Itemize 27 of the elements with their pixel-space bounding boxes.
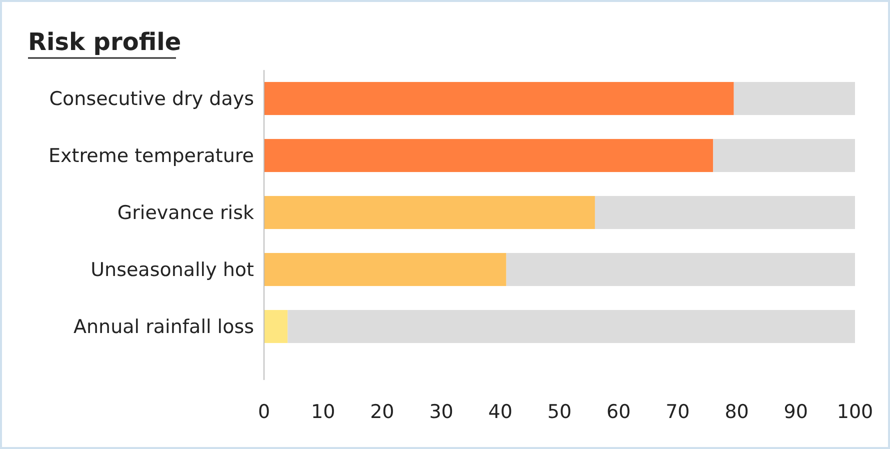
chart-title: Risk profile	[28, 28, 182, 56]
y-tick-label: Unseasonally hot	[90, 259, 254, 282]
bar	[264, 138, 714, 172]
x-tick-label: 70	[666, 401, 690, 423]
bar	[264, 252, 506, 286]
y-tick-label: Consecutive dry days	[49, 88, 254, 110]
x-tick-label: 10	[311, 401, 336, 423]
x-tick-label: 100	[836, 401, 874, 423]
bar	[288, 310, 855, 344]
bar	[264, 310, 288, 344]
y-tick-label: Annual rainfall loss	[74, 316, 254, 338]
bar	[713, 138, 855, 172]
bar	[506, 252, 855, 286]
y-tick-label: Grievance risk	[117, 202, 254, 224]
x-tick-label: 90	[784, 401, 808, 423]
x-tick-label: 20	[370, 401, 394, 423]
x-tick-label: 60	[606, 401, 631, 423]
x-tick-label: 30	[429, 401, 454, 423]
bar	[264, 196, 595, 230]
x-tick-label: 80	[724, 401, 749, 423]
bar	[594, 196, 855, 230]
x-tick-label: 50	[547, 401, 572, 423]
x-tick-label: 0	[258, 401, 270, 423]
y-tick-label: Extreme temperature	[48, 145, 254, 168]
bar	[264, 82, 734, 116]
bar	[734, 82, 855, 116]
x-tick-label: 40	[488, 401, 512, 423]
